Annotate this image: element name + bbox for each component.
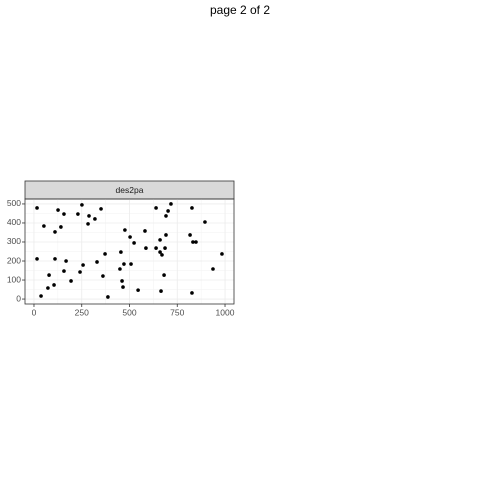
point — [35, 206, 39, 210]
x-tick-label: 500 — [122, 307, 136, 317]
x-tick-label: 250 — [75, 307, 89, 317]
point — [35, 257, 39, 261]
point — [169, 202, 173, 206]
point — [132, 241, 136, 245]
point — [154, 206, 158, 210]
point — [52, 283, 56, 287]
y-tick-label: 100 — [7, 274, 21, 284]
point — [99, 207, 103, 211]
y-tick-label: 200 — [7, 255, 21, 265]
point — [62, 212, 66, 216]
point — [129, 262, 133, 266]
point — [47, 273, 51, 277]
point — [69, 279, 73, 283]
point — [166, 209, 170, 213]
point — [62, 269, 66, 273]
point — [158, 238, 162, 242]
page-title: page 2 of 2 — [210, 3, 270, 17]
point — [203, 220, 207, 224]
point — [76, 212, 80, 216]
point — [118, 267, 122, 271]
point — [163, 246, 167, 250]
point — [39, 294, 43, 298]
point — [188, 233, 192, 237]
point — [53, 230, 57, 234]
point — [164, 233, 168, 237]
point — [144, 246, 148, 250]
point — [164, 214, 168, 218]
point — [220, 252, 224, 256]
point — [190, 291, 194, 295]
point — [159, 289, 163, 293]
point — [190, 206, 194, 210]
point — [136, 288, 140, 292]
point — [46, 286, 50, 290]
point — [86, 222, 90, 226]
y-tick-label: 0 — [16, 293, 21, 303]
point — [191, 240, 195, 244]
point — [87, 214, 91, 218]
point — [160, 253, 164, 257]
x-tick-label: 1000 — [216, 307, 235, 317]
point — [106, 295, 110, 299]
point — [122, 262, 126, 266]
point — [53, 257, 57, 261]
point — [120, 279, 124, 283]
point — [64, 259, 68, 263]
y-tick-label: 500 — [7, 198, 21, 208]
point — [78, 270, 82, 274]
point — [162, 273, 166, 277]
facet-label: des2pa — [116, 185, 144, 195]
point — [143, 229, 147, 233]
point — [103, 252, 107, 256]
point — [93, 217, 97, 221]
point — [80, 203, 84, 207]
y-tick-label: 400 — [7, 217, 21, 227]
point — [119, 250, 123, 254]
point — [101, 274, 105, 278]
x-tick-label: 0 — [32, 307, 37, 317]
point — [128, 235, 132, 239]
point — [158, 250, 162, 254]
point — [59, 225, 63, 229]
point — [81, 263, 85, 267]
x-tick-label: 750 — [170, 307, 184, 317]
point — [211, 267, 215, 271]
y-tick-label: 300 — [7, 236, 21, 246]
point — [121, 285, 125, 289]
point — [42, 224, 46, 228]
point — [154, 246, 158, 250]
point — [56, 208, 60, 212]
point — [194, 240, 198, 244]
point — [95, 260, 99, 264]
point — [123, 228, 127, 232]
